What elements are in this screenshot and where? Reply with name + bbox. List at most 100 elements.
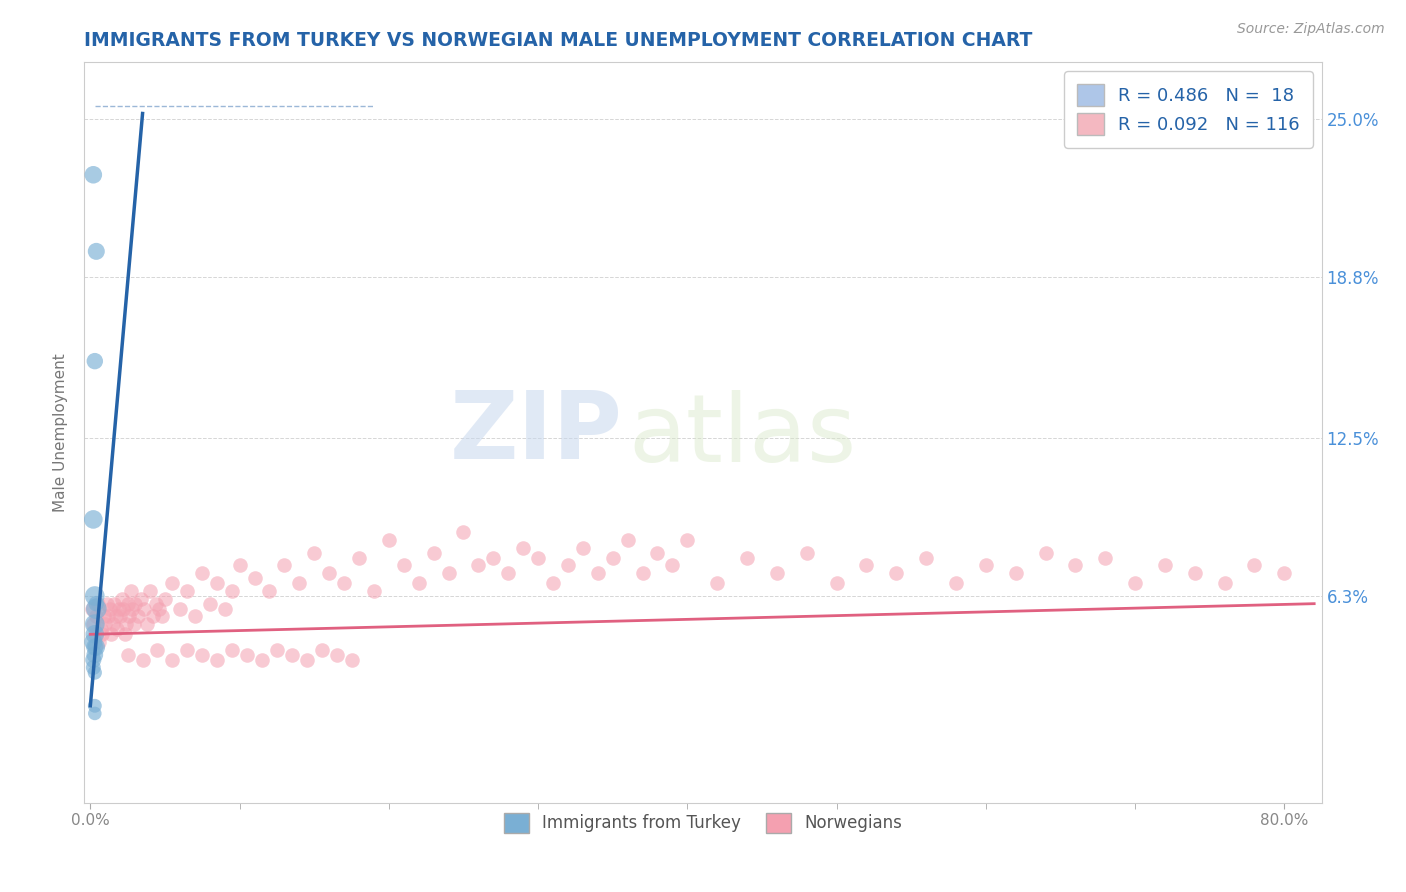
Point [221, 642, 243, 657]
Point [205, 653, 228, 667]
Point [105, 622, 128, 636]
Point [527, 550, 550, 565]
Point [83, 617, 105, 632]
Point [184, 609, 207, 624]
Point [631, 566, 654, 580]
Point [766, 566, 789, 580]
Point [89, 635, 111, 649]
Point [422, 546, 444, 560]
Point [127, 609, 149, 624]
Point [91, 627, 114, 641]
Point [1035, 546, 1057, 560]
Point [288, 576, 311, 591]
Point [318, 566, 340, 580]
Point [676, 533, 699, 547]
Point [1094, 550, 1116, 565]
Point [84, 640, 107, 654]
Point [83, 627, 105, 641]
Point [132, 601, 155, 615]
Point [1272, 566, 1295, 580]
Legend: Immigrants from Turkey, Norwegians: Immigrants from Turkey, Norwegians [491, 799, 915, 847]
Point [139, 583, 162, 598]
Point [82, 635, 104, 649]
Point [1243, 558, 1265, 573]
Point [735, 550, 758, 565]
Point [111, 591, 134, 606]
Point [945, 576, 967, 591]
Point [83, 648, 105, 662]
Point [84, 597, 107, 611]
Point [228, 558, 250, 573]
Point [84, 609, 107, 624]
Point [124, 597, 146, 611]
Point [647, 546, 669, 560]
Point [150, 609, 173, 624]
Point [557, 558, 579, 573]
Point [83, 665, 105, 680]
Point [1184, 566, 1206, 580]
Point [87, 597, 110, 611]
Point [191, 566, 214, 580]
Point [616, 533, 638, 547]
Point [661, 558, 683, 573]
Point [90, 622, 112, 636]
Point [236, 648, 259, 662]
Point [117, 597, 139, 611]
Point [103, 597, 125, 611]
Point [82, 168, 104, 182]
Point [82, 660, 104, 674]
Point [408, 576, 430, 591]
Point [83, 627, 105, 641]
Point [325, 648, 347, 662]
Point [153, 591, 176, 606]
Point [1154, 558, 1177, 573]
Point [273, 558, 295, 573]
Point [83, 706, 105, 721]
Point [100, 627, 122, 641]
Point [121, 601, 143, 615]
Point [93, 609, 115, 624]
Point [108, 609, 131, 624]
Point [169, 601, 191, 615]
Point [363, 583, 385, 598]
Point [162, 653, 184, 667]
Point [915, 550, 938, 565]
Point [83, 698, 105, 713]
Point [250, 653, 273, 667]
Point [347, 550, 370, 565]
Text: IMMIGRANTS FROM TURKEY VS NORWEGIAN MALE UNEMPLOYMENT CORRELATION CHART: IMMIGRANTS FROM TURKEY VS NORWEGIAN MALE… [84, 30, 1033, 50]
Point [162, 576, 184, 591]
Point [120, 583, 142, 598]
Point [482, 550, 505, 565]
Text: atlas: atlas [628, 391, 858, 483]
Point [142, 609, 165, 624]
Point [118, 609, 141, 624]
Point [602, 550, 624, 565]
Point [83, 640, 105, 654]
Point [259, 583, 281, 598]
Point [572, 541, 595, 555]
Point [84, 601, 107, 615]
Point [96, 597, 118, 611]
Point [855, 558, 877, 573]
Point [1123, 576, 1146, 591]
Point [80, 601, 103, 615]
Point [295, 653, 318, 667]
Point [796, 546, 818, 560]
Point [496, 566, 519, 580]
Point [84, 244, 107, 259]
Point [586, 566, 609, 580]
Point [884, 566, 907, 580]
Point [148, 601, 170, 615]
Point [82, 653, 104, 667]
Point [115, 617, 138, 632]
Point [467, 558, 489, 573]
Point [1064, 558, 1087, 573]
Point [974, 558, 997, 573]
Point [131, 653, 153, 667]
Point [114, 627, 136, 641]
Point [825, 576, 848, 591]
Point [122, 617, 145, 632]
Point [98, 601, 121, 615]
Point [266, 642, 288, 657]
